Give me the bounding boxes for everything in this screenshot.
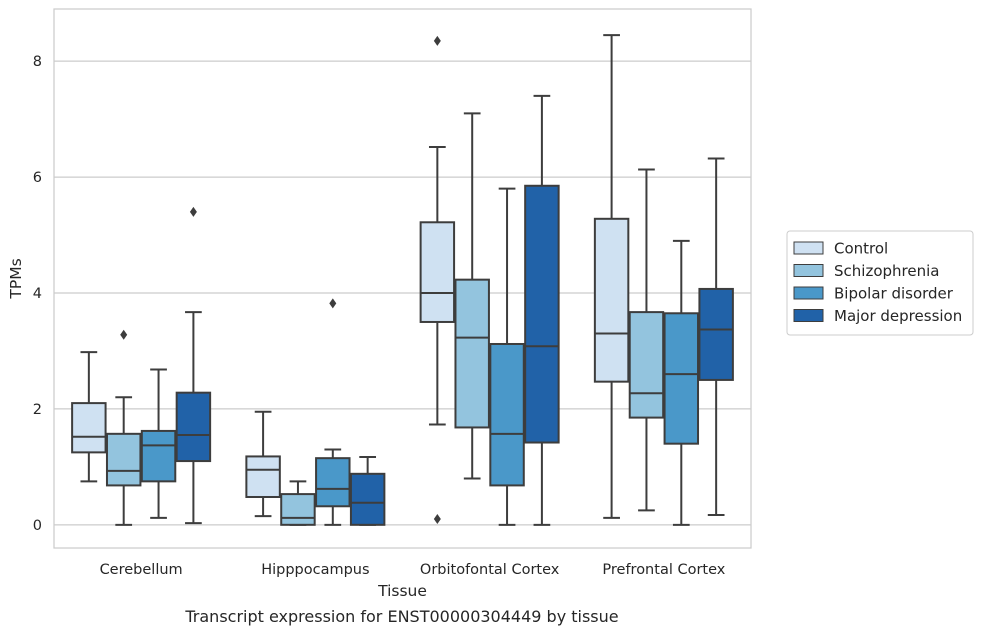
x-tick-label: Orbitofontal Cortex [420, 562, 560, 578]
box-iqr [280, 493, 316, 526]
box-control [593, 34, 630, 519]
box-iqr [454, 278, 490, 429]
box-major-depression [698, 157, 734, 516]
y-tick-label: 8 [33, 54, 42, 70]
legend-swatch [793, 309, 824, 322]
legend-label: Control [834, 240, 888, 258]
box-iqr [419, 221, 456, 323]
outlier-point [120, 329, 128, 340]
x-tick-label: Hipppocampus [261, 562, 369, 578]
box-major-depression [349, 456, 386, 526]
x-ticks: Cerebellum Hipppocampus Orbitofontal Corte… [100, 562, 726, 578]
legend-swatch [793, 264, 824, 277]
legend: Control Schizophrenia Bipolar disorder Majo… [786, 230, 974, 336]
legend-frame [786, 230, 974, 336]
legend-label: Bipolar disorder [834, 285, 954, 303]
box-control [419, 35, 456, 525]
legend-label: Schizophrenia [834, 262, 939, 280]
box-iqr [140, 429, 177, 483]
chart-caption: Transcript expression for ENST0000030444… [184, 607, 618, 626]
box-bipolar-disorder [489, 187, 525, 526]
x-tick-label: Prefrontal Cortex [602, 562, 725, 578]
y-axis-title: TPMs [7, 258, 25, 299]
box-schizophrenia [280, 480, 316, 526]
box-iqr [71, 402, 107, 454]
box-iqr [628, 311, 665, 419]
box-iqr [105, 432, 142, 487]
box-bipolar-disorder [315, 298, 351, 526]
legend-swatch [793, 286, 824, 300]
box-iqr [698, 287, 734, 381]
outlier-point [329, 298, 337, 309]
legend-swatch [793, 241, 824, 255]
box-iqr [489, 342, 525, 487]
box-iqr [175, 391, 212, 463]
box-iqr [663, 312, 700, 445]
box-bipolar-disorder [140, 368, 177, 519]
outlier-point [433, 35, 441, 46]
x-tick-label: Cerebellum [100, 562, 183, 578]
y-tick-label: 0 [33, 518, 42, 534]
outlier-point [433, 514, 441, 525]
y-tick-label: 6 [33, 170, 42, 186]
box-schizophrenia [454, 112, 490, 480]
x-axis-title: Tissue [377, 582, 427, 600]
plot-frame [53, 8, 752, 549]
box-major-depression [175, 206, 212, 525]
legend-label: Major depression [834, 307, 962, 325]
boxes [71, 34, 734, 526]
box-iqr [593, 217, 630, 383]
box-major-depression [524, 94, 560, 526]
box-iqr [524, 184, 560, 444]
box-schizophrenia [628, 168, 665, 512]
box-bipolar-disorder [663, 239, 700, 526]
y-tick-label: 2 [33, 402, 42, 418]
box-control [71, 351, 107, 483]
y-tick-label: 4 [33, 286, 42, 302]
box-schizophrenia [105, 329, 142, 526]
y-ticks: 0 2 4 6 8 [33, 54, 42, 534]
box-iqr [315, 457, 351, 508]
outlier-point [189, 206, 197, 217]
box-iqr [349, 472, 386, 526]
box-control [245, 410, 281, 518]
box-iqr [245, 455, 281, 498]
